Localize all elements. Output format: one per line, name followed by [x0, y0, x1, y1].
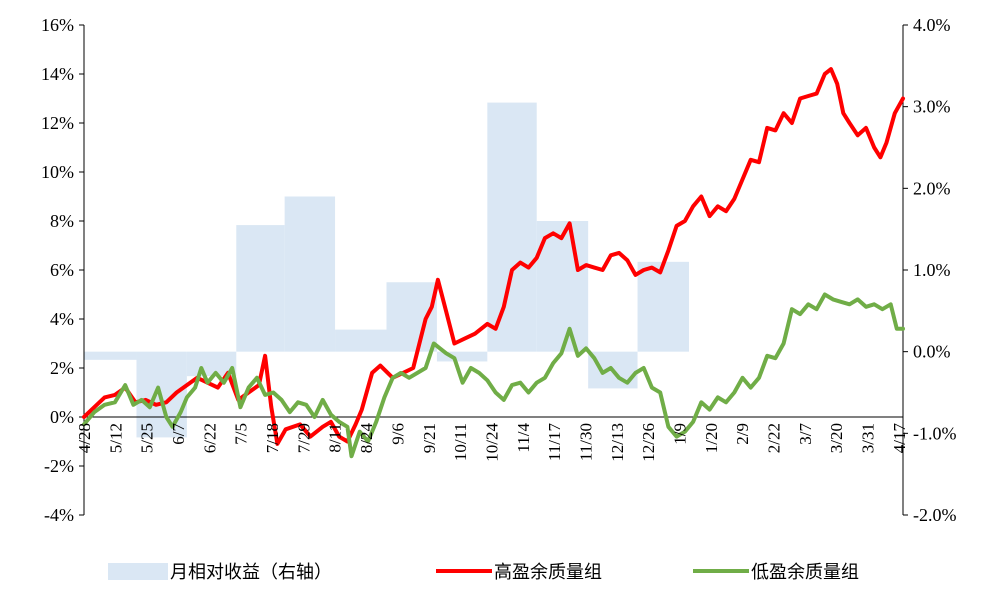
bar-month-6 [335, 329, 387, 352]
x-tick-label: 8/24 [357, 423, 376, 454]
x-tick-label: 7/5 [232, 423, 251, 445]
y-left-tick-label: 6% [50, 260, 74, 280]
x-tick-label: 6/22 [200, 423, 219, 453]
series-line-low [82, 292, 905, 459]
y-left-tick-label: 8% [50, 211, 74, 231]
legend-label-high: 高盈余质量组 [494, 562, 602, 583]
y-right-tick-label: 4.0% [913, 15, 951, 35]
x-tick-label: 11/30 [576, 423, 595, 461]
bar-month-12 [637, 261, 689, 352]
x-tick-label: 7/29 [294, 423, 313, 453]
x-tick-label: 9/6 [388, 423, 407, 445]
bar-month-7 [386, 282, 437, 352]
x-tick-label: 12/13 [608, 423, 627, 462]
y-right-tick-label: -1.0% [913, 423, 957, 443]
y-left-tick-label: -2% [44, 456, 74, 476]
x-tick-label: 10/24 [482, 423, 501, 462]
x-axis-labels: 4/28 5/12 5/25 6/7 6/22 7/5 7/18 7/29 8/11 8/24 9/… [75, 423, 909, 462]
x-tick-label: 12/26 [639, 423, 658, 462]
x-tick-label: 5/12 [106, 423, 125, 453]
x-tick-label: 5/25 [138, 423, 157, 453]
y-left-tick-label: 16% [41, 15, 74, 35]
y-right-tick-label: 2.0% [913, 178, 951, 198]
bar-month-10 [536, 221, 589, 352]
bar-month-1 [84, 351, 137, 360]
y-right-tick-label: -2.0% [913, 505, 957, 525]
relative-return-bars [84, 102, 689, 438]
x-tick-label: 8/11 [326, 423, 345, 453]
y-left-tick-label: 14% [41, 64, 74, 84]
y-left-tick-label: 2% [50, 358, 74, 378]
y-right-tick-label: 0.0% [913, 342, 951, 362]
legend: 月相对收益（右轴） 高盈余质量组 低盈余质量组 [108, 562, 859, 583]
legend-label-bar: 月相对收益（右轴） [170, 562, 332, 583]
y-right-tick-label: 1.0% [913, 260, 951, 280]
x-tick-label: 4/17 [890, 423, 909, 454]
x-tick-label: 11/4 [514, 423, 533, 453]
x-tick-label: 2/9 [733, 423, 752, 445]
y-right-tick-label: 3.0% [913, 97, 951, 117]
bar-month-8 [436, 351, 488, 362]
x-tick-label: 6/7 [169, 423, 188, 445]
x-tick-label: 1/9 [671, 423, 690, 445]
x-tick-label: 2/22 [765, 423, 784, 453]
legend-label-low: 低盈余质量组 [751, 562, 859, 583]
x-tick-label: 3/20 [827, 423, 846, 453]
x-tick-label: 11/17 [545, 423, 564, 462]
y-left-tick-label: -4% [44, 505, 74, 525]
x-tick-label: 7/18 [263, 423, 282, 453]
bar-month-5 [284, 196, 336, 352]
series-lines [82, 67, 905, 459]
legend-swatch-bar [108, 563, 168, 580]
y-left-tick-label: 12% [41, 113, 74, 133]
x-tick-label: 3/7 [796, 423, 815, 445]
x-tick-label: 1/20 [702, 423, 721, 453]
y-left-tick-label: 4% [50, 309, 74, 329]
x-tick-label: 4/28 [75, 423, 94, 453]
y-left-tick-label: 0% [50, 407, 74, 427]
bar-month-4 [236, 225, 285, 352]
x-tick-label: 10/11 [451, 423, 470, 461]
axes: -4% -2% 0% 2% 4% 6% 8% 10% 12% 14% 16% -2.0% -1.0% 0.… [41, 15, 957, 525]
x-tick-label: 9/21 [420, 423, 439, 453]
x-tick-label: 3/31 [859, 423, 878, 453]
bar-month-9 [487, 102, 537, 352]
y-left-tick-label: 10% [41, 162, 74, 182]
